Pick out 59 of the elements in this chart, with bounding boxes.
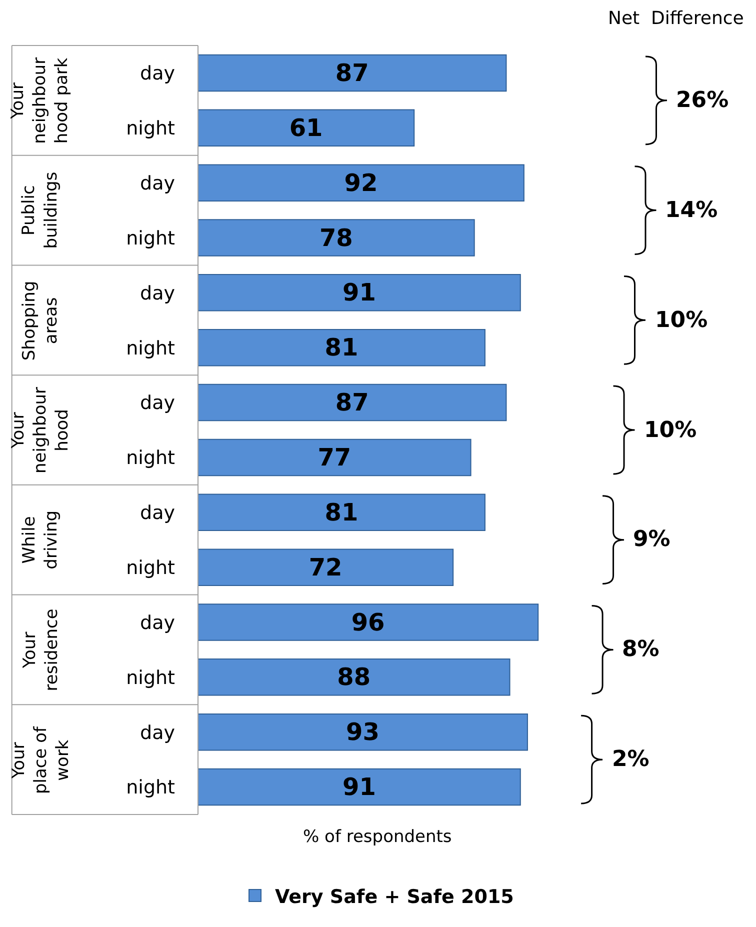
data-label: 61 [289,114,323,142]
data-label: 87 [335,58,369,87]
data-label: 96 [351,608,385,636]
bar [198,494,486,532]
y-tick-label: day [140,282,175,304]
text: 10% [644,418,697,443]
bar [198,328,486,366]
text: While driving [20,510,62,570]
y-tick-label: night [126,776,175,799]
bar [198,54,507,92]
bar [198,164,524,202]
data-label: 77 [318,443,352,472]
text: Public buildings [19,172,62,249]
y-tick-label: day [140,172,175,194]
data-label: 87 [335,388,369,417]
bar [198,548,454,586]
bar [198,713,528,751]
text: 26% [676,88,729,113]
bar [198,274,521,312]
bar [198,219,475,256]
text: Your place of work [8,726,74,794]
y-tick-label: night [126,447,175,470]
x-axis-title: % of respondents [303,827,452,847]
data-label: 93 [346,718,380,746]
y-tick-label: night [126,666,175,689]
bar [198,109,415,147]
y-tick-label: night [126,227,175,250]
text: Your neighbour hood [8,386,73,474]
text: 2% [612,747,650,772]
bar [198,658,510,696]
text: 8% [622,637,660,662]
text: Your neighbour hood park [8,57,72,144]
y-tick-label: day [140,502,175,524]
y-tick-label: night [126,337,175,360]
data-label: 91 [342,773,376,802]
data-label: 81 [324,498,358,526]
text: 9% [633,527,670,552]
y-tick-label: night [126,118,175,140]
data-label: 92 [344,168,378,197]
y-tick-label: day [140,722,175,744]
bar [198,604,539,641]
y-tick-label: night [126,556,175,579]
bar [198,768,521,806]
y-tick-label: day [140,612,175,634]
data-label: 91 [342,278,376,307]
bar [198,438,472,476]
y-tick-label: day [140,62,175,85]
legend-label: Very Safe + Safe 2015 [275,886,514,908]
data-label: 72 [308,553,342,582]
text: Your residence [20,608,62,692]
data-label: 88 [337,663,371,692]
y-tick-label: day [140,392,175,414]
text: Shopping areas [19,280,62,361]
data-label: 78 [319,224,353,252]
data-label: 81 [324,334,358,362]
text: 14% [665,198,718,223]
text: Net Difference [608,8,744,29]
text: 10% [655,308,708,333]
bar [198,384,507,422]
